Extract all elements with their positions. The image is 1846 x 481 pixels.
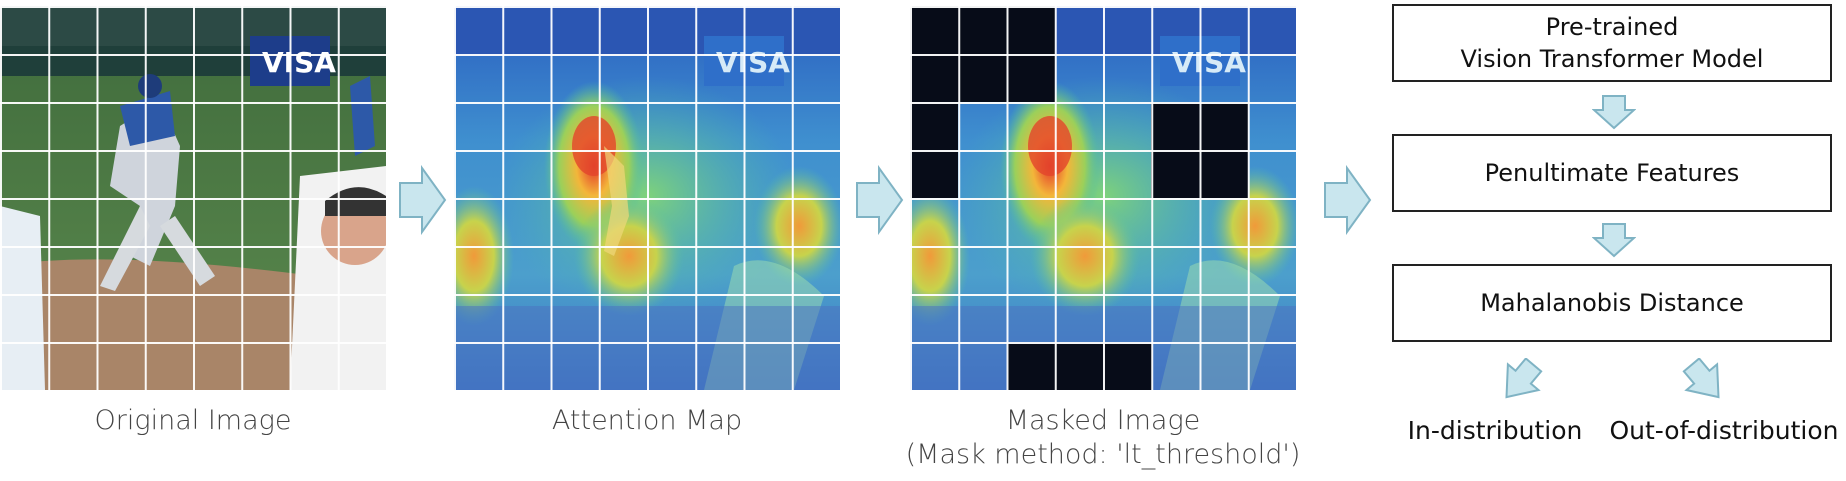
original-image: VISA [0,6,386,390]
caption-original: Original Image [94,405,292,436]
mahalanobis-distance-box: Mahalanobis Distance [1392,264,1832,342]
visa-sign: VISA [262,46,336,79]
masked-patch [1007,342,1152,390]
in-distribution-label: In-distribution [1407,416,1583,445]
diagonal-arrow-icon [1682,358,1720,399]
right-arrow-icon [856,165,904,235]
attention-heatmap: VISA [454,6,840,390]
penultimate-features-box: Penultimate Features [1392,134,1832,212]
caption-attention: Attention Map [551,405,743,436]
out-of-distribution-label: Out-of-distribution [1609,416,1839,445]
original-photo: VISA [0,6,386,390]
vit-model-line2: Vision Transformer Model [1460,45,1764,73]
right-arrow-icon [1324,165,1372,235]
masked-patch [910,6,1055,54]
masked-patch [958,54,1055,102]
attention-map: VISA [454,6,840,390]
masked-image: VISA [910,6,1296,390]
masked-patch [910,102,958,198]
right-arrow-icon [399,165,447,235]
down-arrow-icon [1592,95,1636,130]
masked-patches [910,6,1296,390]
masked-patch [1151,102,1248,198]
down-arrow-icon [1592,223,1636,258]
visa-sign: VISA [716,46,790,79]
vit-model-line1: Pre-trained [1545,13,1679,41]
caption-masked-line1: Masked Image [1005,405,1201,436]
masked-patch [910,54,958,102]
diagonal-arrow-icon [1505,358,1543,399]
vit-model-box: Pre-trained Vision Transformer Model [1392,4,1832,82]
caption-masked-line2: (Mask method: 'lt_threshold') [905,439,1301,470]
caption-masked: Masked Image (Mask method: 'lt_threshold… [880,404,1326,472]
